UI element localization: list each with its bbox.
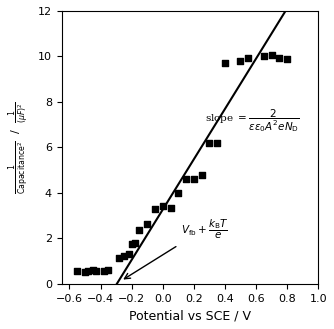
Point [145, 221, 150, 226]
Point [199, 172, 204, 177]
Point [129, 241, 134, 247]
Y-axis label: $\frac{1}{\rm Capacitance^2}$  /  $\frac{1}{(\mu F)^2}$: $\frac{1}{\rm Capacitance^2}$ / $\frac{1… [7, 101, 32, 193]
Point [137, 228, 142, 233]
Point [126, 252, 131, 257]
Point [191, 177, 196, 182]
Point [168, 205, 173, 210]
Point [82, 270, 88, 275]
Point [277, 55, 282, 60]
Point [160, 204, 165, 209]
Point [261, 54, 267, 59]
Point [90, 267, 96, 273]
X-axis label: Potential vs SCE / V: Potential vs SCE / V [129, 309, 251, 322]
Point [106, 267, 111, 273]
Point [121, 254, 127, 259]
Point [101, 269, 106, 274]
Point [74, 269, 80, 274]
Point [285, 56, 290, 61]
Point [86, 269, 91, 274]
Text: $V_{\rm fb} + \dfrac{k_{\rm B}T}{e}$: $V_{\rm fb} + \dfrac{k_{\rm B}T}{e}$ [181, 217, 229, 240]
Point [207, 140, 212, 145]
Point [245, 55, 251, 60]
Point [152, 206, 158, 211]
Point [269, 53, 274, 58]
Point [117, 255, 122, 260]
Point [238, 58, 243, 63]
Point [183, 177, 189, 182]
Text: slope $= \dfrac{2}{\varepsilon\varepsilon_0 A^2 e N_{\rm D}}$: slope $= \dfrac{2}{\varepsilon\varepsilo… [205, 107, 299, 134]
Point [222, 61, 227, 66]
Point [132, 240, 137, 245]
Point [214, 140, 220, 145]
Point [176, 190, 181, 195]
Point [93, 269, 99, 274]
